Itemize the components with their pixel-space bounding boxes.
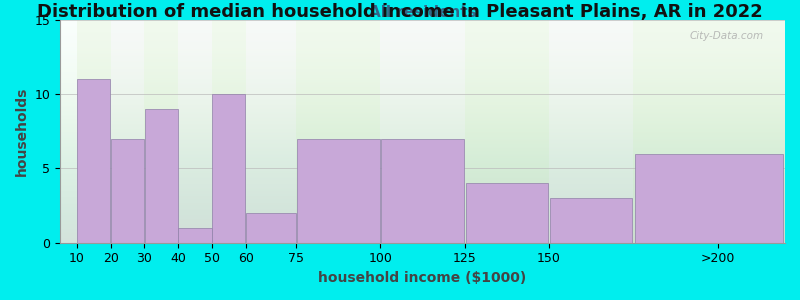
Bar	[549, 20, 634, 243]
Bar	[145, 109, 178, 243]
Bar	[111, 139, 144, 243]
Text: Distribution of median household income in Pleasant Plains, AR in 2022: Distribution of median household income …	[37, 3, 763, 21]
Bar	[381, 20, 465, 243]
Bar	[212, 20, 246, 243]
Bar	[296, 20, 381, 243]
Title: All residents: All residents	[369, 5, 476, 20]
Text: City-Data.com: City-Data.com	[689, 31, 763, 41]
Bar	[212, 94, 246, 243]
Bar	[178, 228, 211, 243]
Bar	[635, 154, 783, 243]
Bar	[145, 20, 178, 243]
Bar	[246, 213, 296, 243]
Bar	[78, 80, 110, 243]
Bar	[297, 139, 379, 243]
Bar	[465, 20, 549, 243]
Bar	[246, 20, 296, 243]
Bar	[382, 139, 464, 243]
Bar	[77, 20, 110, 243]
Bar	[634, 20, 785, 243]
Bar	[466, 183, 548, 243]
X-axis label: household income ($1000): household income ($1000)	[318, 271, 526, 285]
Bar	[550, 198, 633, 243]
Bar	[110, 20, 145, 243]
Y-axis label: households: households	[15, 87, 29, 176]
Bar	[178, 20, 212, 243]
